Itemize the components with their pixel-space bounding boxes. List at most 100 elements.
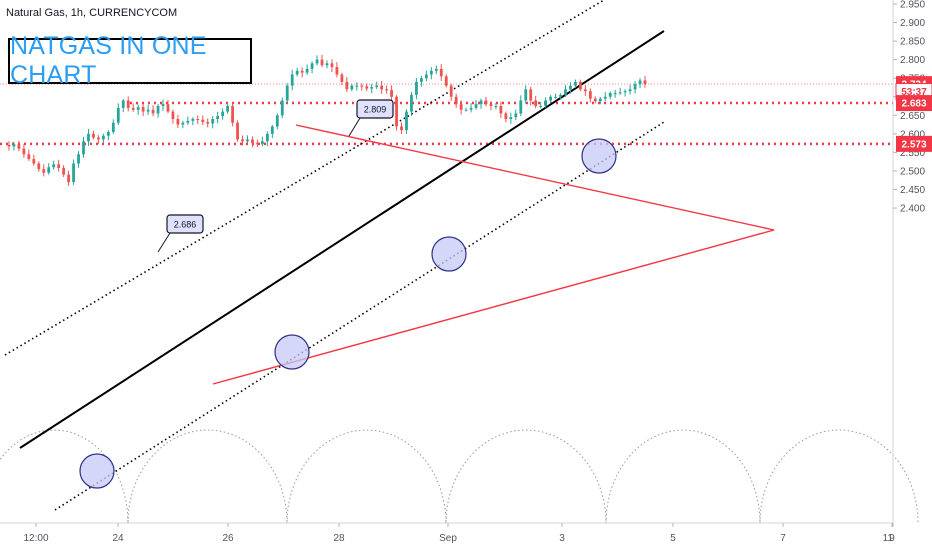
candle-body: [241, 139, 244, 142]
callout-box: [166, 214, 204, 234]
candle-body: [355, 85, 359, 87]
candle-body: [400, 126, 403, 131]
candle-body: [365, 86, 369, 89]
candle-body: [171, 111, 175, 120]
candle-body: [206, 121, 210, 124]
candle-body: [509, 117, 513, 120]
x-tick-label: Sep: [439, 533, 457, 544]
price-tag-label: 2.573: [901, 139, 926, 150]
channel-lines: [4, 0, 665, 511]
candle-body: [633, 84, 637, 90]
callout-pointer: [348, 117, 361, 137]
candle-body: [121, 100, 125, 108]
candle-body: [598, 98, 602, 102]
y-tick-label: 2.600: [900, 129, 925, 140]
candle-body: [67, 174, 70, 183]
candle-body: [37, 163, 41, 170]
cycle-arc: [759, 429, 919, 524]
price-tag: [896, 135, 932, 152]
candle-body: [593, 98, 597, 102]
candle-body: [549, 96, 552, 101]
candle-body: [275, 115, 279, 127]
candle-body: [62, 167, 66, 175]
candle-body: [131, 107, 135, 110]
candle-body: [419, 78, 423, 82]
candle-body: [385, 89, 389, 91]
candle-body: [101, 135, 105, 140]
x-tick-label: 3: [559, 533, 565, 544]
price-tag: [896, 95, 932, 112]
candle-body: [588, 91, 592, 99]
y-tick-label: 2.900: [900, 18, 925, 29]
cycle-arc: [445, 429, 607, 524]
candle-body: [395, 96, 398, 127]
candle-body: [141, 107, 145, 112]
y-tick-label: 2.800: [900, 55, 925, 66]
candle-body: [251, 139, 254, 144]
candle-body: [260, 141, 264, 145]
candle-body: [335, 67, 339, 75]
candle-body: [146, 109, 150, 112]
candle-body: [350, 85, 354, 90]
candle-body: [52, 164, 56, 168]
y-tick-label: 2.850: [900, 37, 925, 48]
y-tick-label: 2.500: [900, 166, 925, 177]
candle-body: [295, 70, 299, 75]
candle-body: [628, 89, 632, 92]
callout-box: [356, 99, 394, 119]
candle-body: [569, 85, 572, 90]
candle-body: [504, 113, 508, 120]
candle-body: [643, 80, 647, 85]
y-tick-label: 2.450: [900, 185, 925, 196]
candle-body: [613, 93, 617, 95]
candle-body: [151, 109, 155, 114]
highlight-circle: [79, 453, 115, 489]
price-tag-label: 53:37: [901, 87, 927, 98]
candle-body: [126, 100, 130, 108]
candle-body: [583, 89, 587, 92]
x-tick-label: 7: [780, 533, 786, 544]
cycle-arcs: [0, 429, 919, 524]
candle-body: [265, 133, 269, 142]
candle-body: [524, 89, 528, 101]
candle-body: [459, 104, 463, 110]
candle-body: [305, 68, 309, 73]
candle-body: [7, 144, 11, 147]
x-tick-label: 24: [112, 533, 124, 544]
candle-body: [529, 89, 533, 101]
banner-text: NATGAS IN ONE CHART: [10, 32, 207, 89]
candle-body: [12, 144, 16, 147]
candle-body: [574, 81, 577, 86]
candle-body: [330, 63, 334, 68]
candle-body: [77, 154, 80, 164]
candle-body: [449, 85, 453, 97]
candle-body: [434, 68, 438, 71]
candle-body: [514, 113, 518, 118]
y-tick-label: 2.550: [900, 148, 925, 159]
candle-body: [111, 122, 115, 132]
candle-body: [424, 74, 428, 79]
candle-body: [489, 104, 493, 107]
callouts: 2.686 2.809: [157, 99, 394, 253]
candle-body: [410, 94, 413, 112]
candle-body: [559, 94, 562, 97]
candle-body: [499, 106, 503, 114]
candle-body: [231, 106, 234, 123]
candle-body: [474, 104, 478, 108]
candle-body: [156, 106, 160, 114]
candle-body: [216, 116, 220, 120]
candle-body: [494, 106, 498, 108]
candle-body: [310, 63, 314, 69]
channel-lower: [54, 121, 665, 511]
level-lines: [0, 83, 893, 146]
candle-body: [17, 144, 21, 149]
x-tick-label: 9: [889, 533, 895, 544]
callout-pointer: [157, 232, 171, 253]
cycle-arc: [605, 429, 761, 524]
candle-body: [116, 107, 120, 123]
candle-body: [390, 90, 393, 97]
highlight-circles: [79, 138, 617, 489]
candle-body: [82, 141, 85, 155]
